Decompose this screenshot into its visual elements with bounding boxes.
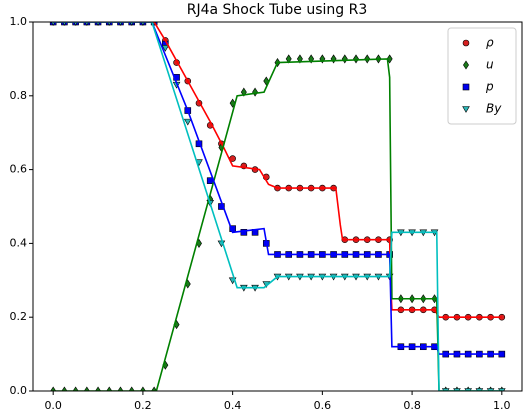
plot — [49, 22, 506, 391]
legend-label: By — [486, 102, 502, 116]
line — [53, 22, 502, 391]
y-tick-label: 0.4 — [10, 236, 28, 249]
marker — [139, 386, 146, 391]
line — [53, 22, 502, 355]
y-tick-label: 0.2 — [10, 310, 28, 323]
marker — [128, 386, 135, 391]
marker — [106, 386, 113, 391]
y-tick-label: 1.0 — [10, 15, 28, 28]
marker — [151, 386, 158, 391]
marker — [341, 54, 348, 64]
legend-marker — [462, 83, 470, 91]
legend-label: u — [486, 58, 494, 72]
chart-title: RJ4a Shock Tube using R3 — [187, 2, 368, 18]
marker — [252, 87, 259, 97]
x-tick-label: 1.0 — [493, 399, 511, 412]
legend-label: ρ — [486, 36, 494, 50]
legend-marker — [463, 60, 469, 70]
legend-label: p — [485, 80, 494, 94]
legend-marker — [462, 39, 470, 47]
marker — [161, 45, 170, 52]
marker — [72, 386, 79, 391]
marker — [50, 386, 57, 391]
y-tick-label: 0.8 — [10, 89, 28, 102]
marker — [330, 54, 337, 64]
marker — [240, 229, 248, 236]
marker — [296, 54, 303, 64]
y-tick-label: 0.0 — [10, 384, 28, 397]
marker — [61, 386, 68, 391]
x-tick-label: 0.8 — [403, 399, 421, 412]
marker — [117, 386, 124, 391]
marker — [83, 386, 90, 391]
y-tick-label: 0.6 — [10, 163, 28, 176]
legend-marker — [462, 106, 470, 113]
x-tick-label: 0.2 — [134, 399, 152, 412]
legend-box — [447, 27, 517, 125]
marker — [183, 118, 192, 126]
x-tick-label: 0.0 — [44, 399, 62, 412]
marker — [95, 386, 102, 391]
x-tick-label: 0.4 — [224, 399, 242, 412]
marker — [353, 54, 359, 64]
line — [53, 22, 502, 318]
line — [53, 58, 502, 391]
plot-frame — [32, 21, 523, 392]
x-tick-label: 0.6 — [314, 399, 332, 412]
marker — [229, 98, 236, 108]
